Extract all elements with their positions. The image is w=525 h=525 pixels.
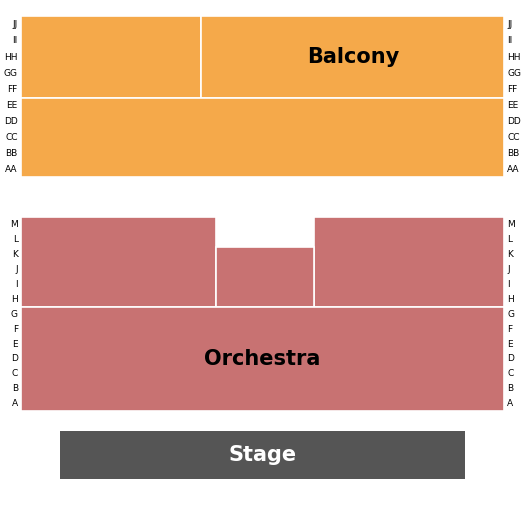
Text: GG: GG — [507, 69, 521, 78]
Text: J: J — [507, 265, 510, 274]
Text: B: B — [12, 384, 18, 393]
Text: I: I — [15, 280, 18, 289]
Text: A: A — [507, 399, 513, 408]
Bar — [21, 217, 216, 307]
Text: C: C — [507, 370, 513, 379]
Text: Balcony: Balcony — [307, 47, 399, 67]
Text: L: L — [13, 235, 18, 244]
Text: Stage: Stage — [228, 445, 297, 465]
Text: CC: CC — [507, 133, 520, 142]
Text: EE: EE — [6, 101, 18, 110]
Bar — [21, 307, 504, 411]
Bar — [216, 247, 314, 307]
Text: D: D — [507, 354, 514, 363]
Text: I: I — [507, 280, 510, 289]
Text: H: H — [507, 295, 514, 304]
Text: H: H — [11, 295, 18, 304]
Text: M: M — [10, 220, 18, 229]
Text: DD: DD — [4, 117, 18, 126]
Text: C: C — [12, 370, 18, 379]
Text: GG: GG — [4, 69, 18, 78]
Text: K: K — [12, 250, 18, 259]
Text: HH: HH — [4, 52, 18, 61]
Text: HH: HH — [507, 52, 521, 61]
Text: Orchestra: Orchestra — [204, 349, 321, 369]
Text: JJ: JJ — [507, 20, 512, 29]
Text: JJ: JJ — [13, 20, 18, 29]
Bar — [314, 217, 504, 307]
Text: F: F — [13, 324, 18, 334]
Text: FF: FF — [507, 85, 518, 94]
Bar — [202, 16, 504, 98]
Text: A: A — [12, 399, 18, 408]
Text: E: E — [12, 340, 18, 349]
Text: BB: BB — [507, 149, 519, 158]
Text: DD: DD — [507, 117, 521, 126]
Text: E: E — [507, 340, 513, 349]
Text: AA: AA — [507, 165, 520, 174]
Text: L: L — [507, 235, 512, 244]
Text: II: II — [507, 36, 512, 45]
Text: K: K — [507, 250, 513, 259]
Text: M: M — [507, 220, 515, 229]
Text: G: G — [11, 310, 18, 319]
Bar — [21, 16, 202, 98]
Text: FF: FF — [7, 85, 18, 94]
Text: EE: EE — [507, 101, 519, 110]
Text: G: G — [507, 310, 514, 319]
Bar — [60, 431, 465, 479]
Text: D: D — [11, 354, 18, 363]
Text: CC: CC — [5, 133, 18, 142]
Text: B: B — [507, 384, 513, 393]
Text: II: II — [13, 36, 18, 45]
Text: AA: AA — [5, 165, 18, 174]
Text: J: J — [15, 265, 18, 274]
Bar — [21, 98, 504, 177]
Text: BB: BB — [6, 149, 18, 158]
Text: F: F — [507, 324, 512, 334]
